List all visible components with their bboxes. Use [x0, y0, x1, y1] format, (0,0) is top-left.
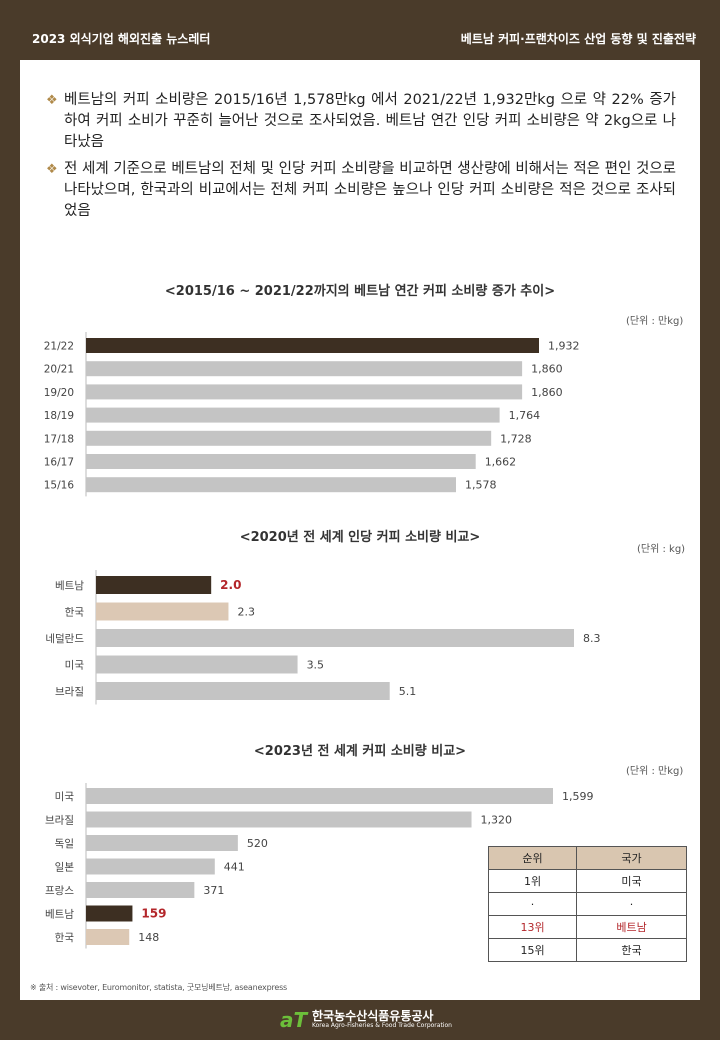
data-label: 441 [224, 861, 245, 874]
data-label: 371 [203, 884, 224, 897]
header: 2023 외식기업 해외진출 뉴스레터 베트남 커피·프랜차이즈 산업 동향 및… [0, 0, 720, 60]
category-label: 15/16 [44, 480, 75, 492]
source-note: ※ 출처 : wisevoter, Euromonitor, statista,… [30, 983, 288, 992]
org-name-ko: 한국농수산식품유통공사 [312, 1009, 434, 1023]
data-label: 1,860 [531, 363, 563, 376]
bar [86, 811, 472, 828]
data-label: 1,728 [500, 432, 532, 445]
data-label: 1,662 [485, 456, 516, 469]
category-label: 20/21 [44, 364, 74, 376]
bullet-text: 전 세계 기준으로 베트남의 전체 및 인당 커피 소비량을 비교하면 생산량에… [64, 161, 676, 219]
category-label: 18/19 [44, 410, 74, 422]
bar [86, 835, 238, 851]
bar [86, 788, 553, 804]
chart1-title: <2015/16 ~ 2021/22까지의 베트남 연간 커피 소비량 증가 추… [164, 284, 556, 299]
country-header: 국가 [576, 846, 687, 870]
bar [96, 682, 390, 700]
bar [86, 430, 492, 446]
bar [96, 655, 298, 674]
data-label: 1,578 [465, 479, 497, 492]
data-label: 148 [138, 931, 159, 944]
data-label: 1,599 [562, 790, 594, 803]
table-row: 15위 한국 [487, 938, 687, 962]
chart3-title: <2023년 전 세계 커피 소비량 비교> [253, 744, 467, 759]
bar [86, 361, 523, 377]
at-logo-icon: aT [280, 1008, 308, 1032]
data-label: 520 [247, 837, 268, 850]
data-label: 1,932 [548, 340, 580, 353]
chart3-unit: (단위 : 만kg) [626, 766, 684, 777]
bullet-item: ❖ 베트남의 커피 소비량은 2015/16년 1,578만kg 에서 2021… [46, 90, 676, 153]
category-label: 일본 [55, 861, 75, 874]
country-cell: 미국 [576, 869, 687, 893]
table-row: 1위 미국 [487, 869, 687, 893]
country-cell: 베트남 [576, 915, 687, 939]
rank-cell: 13위 [487, 915, 578, 939]
bar [96, 629, 574, 647]
category-label: 한국 [65, 607, 85, 619]
category-label: 독일 [55, 837, 74, 850]
rank-cell: 1위 [487, 869, 578, 893]
category-label: 17/18 [44, 433, 74, 445]
country-cell: 한국 [576, 938, 687, 962]
table-row: · · [487, 892, 687, 916]
data-label: 159 [141, 907, 166, 921]
bar [86, 477, 456, 493]
newsletter-title: 2023 외식기업 해외진출 뉴스레터 [32, 32, 211, 46]
bullet-item: ❖ 전 세계 기준으로 베트남의 전체 및 인당 커피 소비량을 비교하면 생산… [46, 159, 676, 222]
category-label: 16/17 [44, 457, 74, 469]
category-label: 21/22 [44, 341, 74, 353]
chart1-unit: (단위 : 만kg) [626, 316, 684, 327]
data-label: 2.0 [220, 578, 241, 592]
bar [86, 384, 523, 400]
chart1-annual-consumption: 21/22 1,932 20/21 1,860 19/20 1,860 18/19 1,764… [44, 332, 580, 497]
data-label: 1,764 [509, 409, 541, 422]
bullet-text: 베트남의 커피 소비량은 2015/16년 1,578만kg 에서 2021/2… [64, 92, 676, 150]
bar [86, 905, 133, 922]
rank-cell: · [487, 892, 578, 916]
data-label: 1,860 [531, 386, 563, 399]
data-label: 2.3 [237, 606, 255, 619]
category-label: 프랑스 [45, 885, 74, 897]
data-label: 5.1 [399, 685, 417, 698]
country-cell: · [576, 892, 687, 916]
data-label: 1,320 [481, 814, 513, 827]
org-name-en: Korea Agro-Fisheries & Food Trade Corpor… [312, 1022, 452, 1029]
bar [86, 882, 195, 898]
category-label: 미국 [55, 791, 75, 803]
chart2-unit: (단위 : kg) [637, 544, 686, 555]
category-label: 네덜란드 [45, 633, 84, 645]
bar [86, 407, 500, 423]
diamond-bullet-icon: ❖ [46, 162, 58, 177]
rank-cell: 15위 [487, 938, 578, 962]
bullet-list: ❖ 베트남의 커피 소비량은 2015/16년 1,578만kg 에서 2021… [46, 90, 676, 228]
footer: aT 한국농수산식품유통공사 Korea Agro-Fisheries & Fo… [0, 1000, 720, 1040]
category-label: 베트남 [55, 580, 84, 592]
rank-table: 순위 국가 1위 미국 · · 13위 베트남 15위 한국 [487, 846, 687, 962]
chart2-per-capita: 베트남 2.0 한국 2.3 네덜란드 8.3 미국 3.5 브라질 5.1 [45, 570, 601, 705]
bar [86, 858, 215, 875]
table-row: 13위 베트남 [487, 915, 687, 939]
rank-header: 순위 [487, 846, 578, 870]
data-label: 8.3 [583, 632, 601, 645]
chart3-total-2023: 미국 1,599 브라질 1,320 독일 520 일본 441 프랑스 371 베트남 159 한국 1… [45, 783, 594, 949]
data-label: 3.5 [307, 659, 325, 672]
bar [86, 929, 130, 945]
chart2-title: <2020년 전 세계 인당 커피 소비량 비교> [239, 530, 481, 545]
bar [96, 602, 229, 621]
bar [96, 576, 212, 594]
category-label: 19/20 [44, 387, 74, 399]
section-title: 베트남 커피·프랜차이즈 산업 동향 및 진출전략 [460, 32, 696, 46]
bar [86, 454, 476, 469]
category-label: 한국 [55, 932, 75, 944]
category-label: 브라질 [55, 686, 84, 698]
category-label: 브라질 [45, 815, 74, 827]
diamond-bullet-icon: ❖ [46, 93, 58, 108]
rank-table-header: 순위 국가 [487, 846, 687, 870]
bar [86, 338, 539, 353]
category-label: 미국 [65, 660, 85, 672]
content-panel: ❖ 베트남의 커피 소비량은 2015/16년 1,578만kg 에서 2021… [20, 60, 700, 1000]
category-label: 베트남 [45, 909, 74, 921]
